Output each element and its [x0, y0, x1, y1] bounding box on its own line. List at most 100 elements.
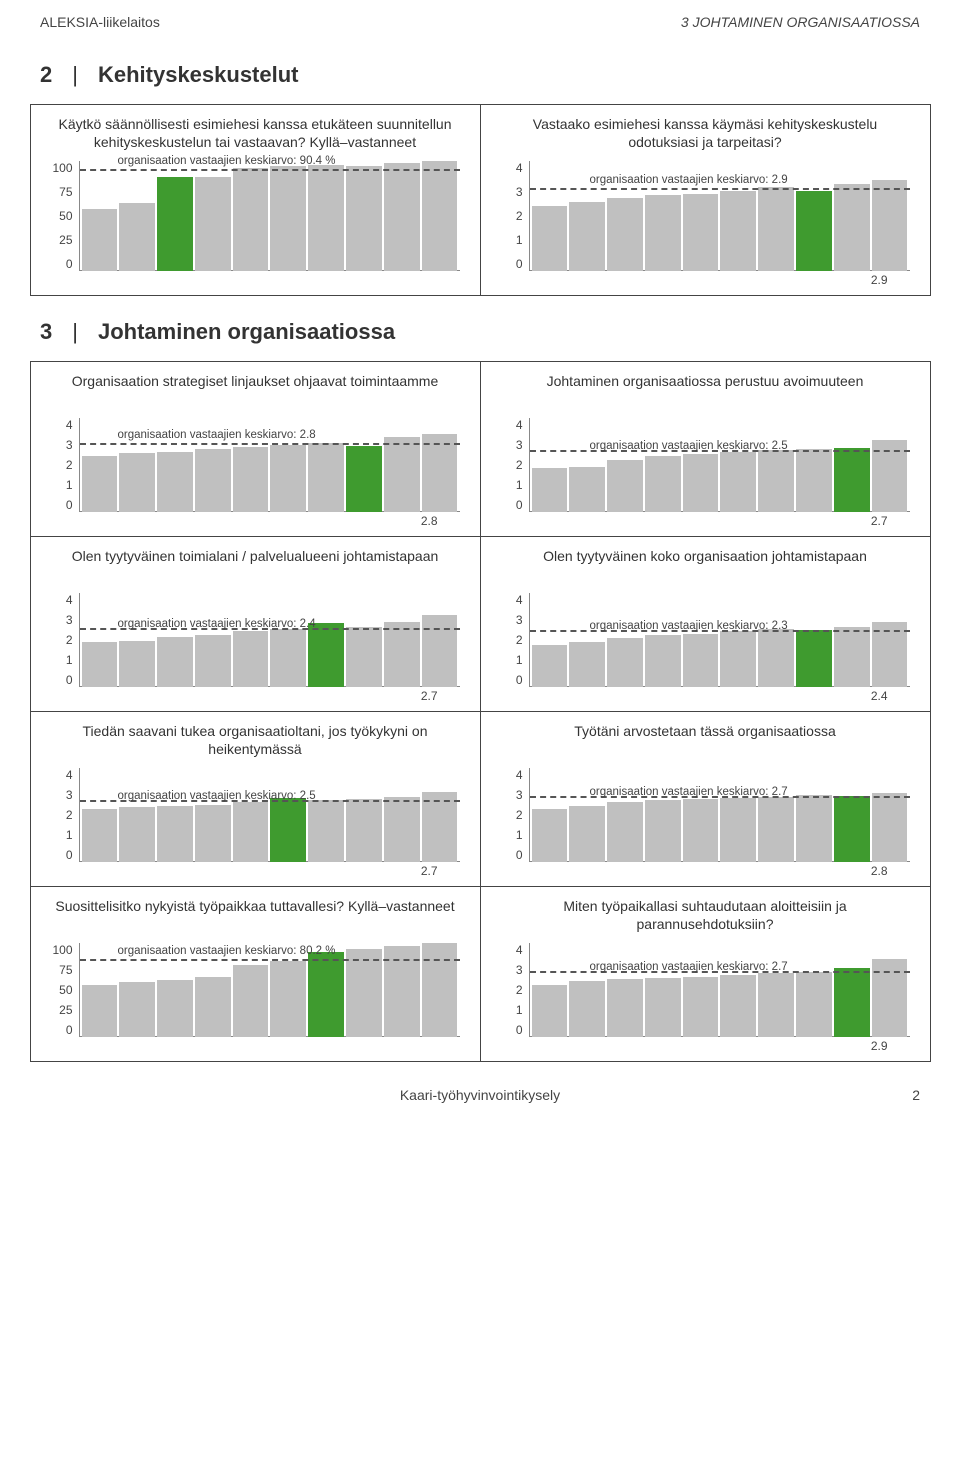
- bar: [532, 809, 568, 862]
- bars: [80, 593, 460, 687]
- avg-label: organisaation vastaajien keskiarvo: 2.3: [590, 620, 788, 632]
- bottom-value: [51, 1039, 460, 1053]
- y-tick: 2: [66, 458, 73, 472]
- chart-box: Käytkö säännöllisesti esimiehesi kanssa …: [30, 104, 481, 296]
- y-tick: 4: [516, 418, 523, 432]
- bar: [195, 805, 231, 861]
- bottom-value: 2.8: [51, 514, 460, 528]
- y-tick: 100: [52, 161, 72, 175]
- bar: [645, 635, 681, 687]
- y-tick: 0: [66, 1023, 73, 1037]
- bar: [233, 631, 269, 686]
- bar: [683, 977, 719, 1037]
- bars: [530, 768, 910, 862]
- bars: [530, 943, 910, 1037]
- plot: organisaation vastaajien keskiarvo: 2.5: [79, 768, 460, 862]
- chart-box: Organisaation strategiset linjaukset ohj…: [30, 361, 481, 537]
- bar: [384, 797, 420, 862]
- chart-title: Käytkö säännöllisesti esimiehesi kanssa …: [51, 115, 460, 155]
- bar: [119, 807, 155, 861]
- y-tick: 0: [66, 257, 73, 271]
- y-tick: 2: [516, 983, 523, 997]
- content: 2 | Kehityskeskustelut Käytkö säännöllisest…: [0, 38, 960, 1061]
- avg-label: organisaation vastaajien keskiarvo: 2.8: [118, 429, 316, 441]
- bar: [195, 977, 231, 1036]
- y-tick: 2: [516, 458, 523, 472]
- bottom-value: 2.7: [501, 514, 910, 528]
- y-tick: 4: [516, 593, 523, 607]
- bar: [683, 454, 719, 512]
- y-axis: 1007550250: [51, 161, 79, 271]
- y-tick: 75: [59, 963, 72, 977]
- bar: [422, 615, 458, 687]
- chart-box: Työtäni arvostetaan tässä organisaatioss…: [480, 711, 931, 887]
- section-name: Kehityskeskustelut: [98, 62, 299, 88]
- bar: [532, 985, 568, 1037]
- plot: organisaation vastaajien keskiarvo: 2.7: [529, 943, 910, 1037]
- bar: [157, 980, 193, 1036]
- page-header: ALEKSIA-liikelaitos 3 JOHTAMINEN ORGANIS…: [0, 0, 960, 38]
- bar: [195, 449, 231, 511]
- bottom-value: 2.7: [51, 689, 460, 703]
- bar: [346, 627, 382, 687]
- bar: [720, 631, 756, 686]
- y-tick: 25: [59, 233, 72, 247]
- bar: [758, 187, 794, 271]
- chart-area: 1007550250organisaation vastaajien keski…: [51, 943, 460, 1037]
- y-tick: 50: [59, 209, 72, 223]
- y-tick: 2: [516, 808, 523, 822]
- y-tick: 3: [516, 613, 523, 627]
- bars: [80, 768, 460, 862]
- bottom-value: 2.9: [501, 273, 910, 287]
- section-divider: |: [72, 62, 78, 88]
- y-tick: 0: [516, 498, 523, 512]
- chart-title: Vastaako esimiehesi kanssa käymäsi kehit…: [501, 115, 910, 155]
- bar: [720, 452, 756, 512]
- bar-highlight: [834, 448, 870, 511]
- bar: [758, 797, 794, 862]
- bars: [80, 161, 460, 271]
- chart-area: 43210organisaation vastaajien keskiarvo:…: [501, 593, 910, 687]
- bar: [720, 191, 756, 271]
- bar-highlight: [796, 191, 832, 271]
- bar: [872, 180, 908, 271]
- y-tick: 0: [516, 848, 523, 862]
- y-tick: 0: [516, 673, 523, 687]
- chart-area: 43210organisaation vastaajien keskiarvo:…: [501, 418, 910, 512]
- bottom-value: [51, 273, 460, 287]
- bar: [532, 468, 568, 511]
- avg-label: organisaation vastaajien keskiarvo: 2.7: [590, 961, 788, 973]
- bars: [530, 593, 910, 687]
- bar: [82, 985, 118, 1037]
- chart-area: 43210organisaation vastaajien keskiarvo:…: [501, 943, 910, 1037]
- y-axis: 43210: [501, 161, 529, 271]
- bar: [872, 793, 908, 861]
- chart-grid: Käytkö säännöllisesti esimiehesi kanssa …: [0, 104, 960, 295]
- bar: [607, 638, 643, 686]
- y-tick: 1: [516, 828, 523, 842]
- bar: [683, 634, 719, 687]
- bottom-value: 2.9: [501, 1039, 910, 1053]
- plot: organisaation vastaajien keskiarvo: 2.8: [79, 418, 460, 512]
- y-tick: 1: [516, 478, 523, 492]
- bar: [607, 979, 643, 1037]
- plot: organisaation vastaajien keskiarvo: 2.9: [529, 161, 910, 271]
- bottom-value: 2.4: [501, 689, 910, 703]
- y-tick: 3: [516, 788, 523, 802]
- chart-title: Johtaminen organisaatiossa perustuu avoi…: [501, 372, 910, 412]
- bottom-value: 2.8: [501, 864, 910, 878]
- bar: [270, 445, 306, 512]
- bar: [119, 453, 155, 512]
- bar: [157, 806, 193, 861]
- y-axis: 43210: [501, 768, 529, 862]
- bar: [119, 982, 155, 1037]
- y-axis: 43210: [51, 418, 79, 512]
- y-tick: 1: [516, 233, 523, 247]
- chart-title: Organisaation strategiset linjaukset ohj…: [51, 372, 460, 412]
- y-tick: 3: [516, 963, 523, 977]
- bar: [683, 799, 719, 861]
- bar-highlight: [834, 968, 870, 1036]
- chart-area: 43210organisaation vastaajien keskiarvo:…: [501, 161, 910, 271]
- bar: [233, 802, 269, 862]
- y-tick: 2: [66, 808, 73, 822]
